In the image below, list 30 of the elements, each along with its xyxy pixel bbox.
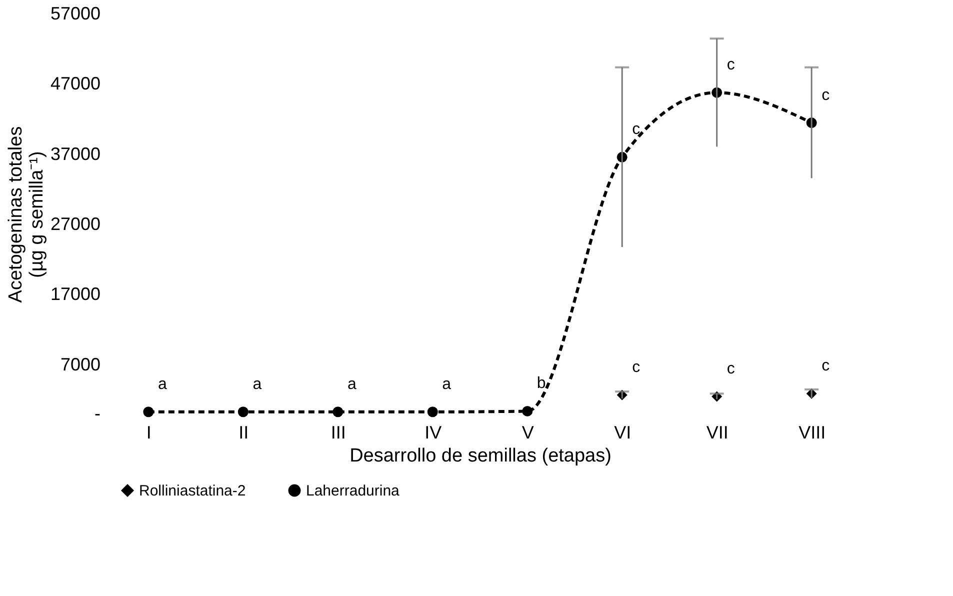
annotation: a bbox=[252, 376, 262, 393]
legend-label: Laherradurina bbox=[306, 482, 400, 500]
y-tick-label: - bbox=[94, 404, 100, 424]
y-tick-label: 27000 bbox=[50, 214, 100, 234]
y-axis-title: Acetogeninas totales (µg g semilla⁻¹) bbox=[5, 126, 48, 303]
y-tick-label: 57000 bbox=[50, 4, 100, 24]
annotation: a bbox=[347, 376, 356, 393]
annotation: c bbox=[726, 56, 735, 74]
annotation: c bbox=[822, 86, 830, 104]
x-tick-label: IV bbox=[424, 422, 442, 442]
x-tick-label: V bbox=[522, 422, 534, 442]
y-tick-label: 7000 bbox=[60, 354, 100, 374]
legend-label: Rolliniastatina-2 bbox=[139, 482, 246, 500]
y-tick-label: 47000 bbox=[50, 74, 100, 94]
x-axis-title: Desarrollo de semillas (etapas) bbox=[350, 446, 612, 466]
y-tick-label: 37000 bbox=[50, 144, 100, 164]
annotation: c bbox=[822, 358, 830, 375]
x-tick-label: VI bbox=[614, 422, 632, 442]
annotation: c bbox=[632, 359, 640, 376]
annotation: c bbox=[632, 121, 640, 138]
annotation: a bbox=[442, 376, 452, 393]
x-tick-label: III bbox=[330, 422, 346, 442]
y-tick-label: 17000 bbox=[50, 284, 100, 304]
x-tick-label: VII bbox=[706, 422, 728, 442]
x-tick-label: II bbox=[238, 422, 249, 442]
x-tick-label: I bbox=[146, 422, 152, 442]
annotation: b bbox=[536, 375, 546, 392]
x-tick-label: VIII bbox=[798, 422, 826, 442]
annotation: c bbox=[726, 360, 735, 378]
annotation: a bbox=[158, 376, 167, 393]
